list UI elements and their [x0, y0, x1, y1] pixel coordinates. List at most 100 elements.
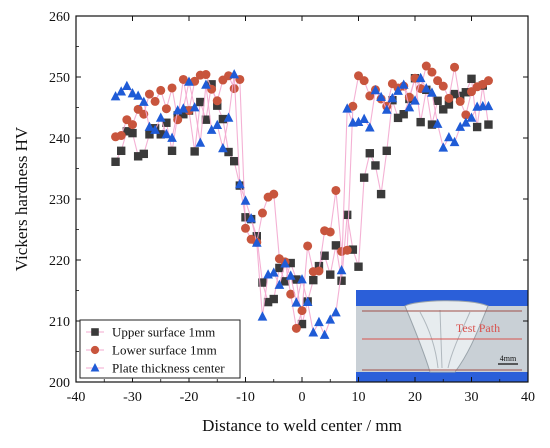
series-1-point	[427, 120, 437, 129]
series-1-point	[286, 258, 295, 268]
series-2-point	[178, 74, 188, 84]
x-tick-label: 40	[521, 390, 535, 405]
series-1-point	[359, 173, 369, 182]
series-2-point	[291, 323, 301, 333]
series-1-point	[326, 270, 335, 279]
series-1-point	[292, 275, 301, 284]
series-2-point	[444, 93, 454, 103]
series-3-point	[398, 79, 409, 89]
series-3-point	[302, 296, 313, 306]
series-3-point	[257, 311, 268, 321]
series-1-point	[314, 261, 324, 271]
series-layer	[110, 61, 494, 339]
series-2-point	[325, 227, 335, 237]
series-3-point	[364, 122, 375, 132]
series-1-point	[354, 262, 363, 271]
series-3-point	[155, 112, 166, 122]
series-3-point	[466, 112, 477, 122]
series-3-point	[319, 329, 330, 339]
series-1-point	[309, 275, 318, 285]
series-3-point	[138, 96, 149, 106]
series-3-point	[110, 91, 121, 101]
inset-plate-bottom	[356, 372, 528, 382]
series-1-point	[162, 118, 171, 127]
series-3-point	[218, 142, 228, 153]
series-2-point	[342, 245, 352, 255]
series-3-point	[376, 91, 386, 101]
series-1-point	[399, 110, 408, 119]
series-2-point	[427, 67, 437, 77]
series-2-point	[184, 106, 194, 116]
y-tick-label: 230	[49, 193, 70, 208]
legend-label: Lower surface 1mm	[112, 343, 217, 358]
series-3-point	[297, 274, 307, 284]
series-1-point	[382, 146, 391, 156]
y-tick-label: 240	[49, 132, 70, 147]
series-1-point	[263, 297, 273, 307]
series-3-point	[251, 237, 262, 247]
series-3-point	[212, 119, 223, 130]
series-1-point	[213, 101, 222, 110]
series-1-point	[156, 130, 165, 139]
series-1-point	[484, 120, 493, 129]
series-3-point	[314, 316, 324, 327]
series-2-point	[450, 62, 460, 72]
legend-label: Upper surface 1mm	[112, 325, 215, 340]
series-1-point	[179, 110, 188, 119]
series-1-point	[444, 100, 454, 109]
series-2-point	[257, 208, 267, 218]
x-tick-label: -40	[67, 390, 86, 405]
legend-marker	[90, 363, 100, 372]
series-3-point	[359, 113, 369, 123]
series-3-point	[274, 279, 285, 289]
legend-marker	[91, 328, 99, 336]
series-1-point	[275, 263, 284, 273]
legend-box	[79, 319, 241, 379]
series-1-point	[467, 74, 476, 84]
series-3-point	[387, 92, 398, 103]
y-tick-label: 210	[49, 315, 70, 330]
series-2-point	[331, 185, 341, 195]
series-1-point	[439, 105, 448, 114]
series-2-point	[269, 189, 279, 199]
series-1-point	[218, 114, 228, 124]
series-2-point	[128, 120, 137, 130]
series-1-point	[111, 157, 120, 166]
series-3-point	[195, 137, 206, 147]
series-3-point	[235, 178, 245, 189]
series-1-point	[269, 294, 278, 304]
series-2-point	[201, 70, 211, 80]
legend-items: Upper surface 1mm Lower surface 1mm Plate …	[86, 325, 225, 376]
series-3-point	[432, 118, 443, 128]
series-1-point	[280, 277, 290, 286]
series-2-point	[421, 61, 431, 71]
series-1-point	[461, 88, 471, 97]
series-1-point	[196, 97, 205, 107]
x-tick-label: -30	[123, 390, 142, 405]
series-3-point	[381, 104, 392, 114]
ticks-layer: -40 -30 -20 -10 0 10 20 30 40 200 210 220 230 240 250 2…	[49, 10, 535, 405]
series-1-point	[167, 146, 177, 156]
series-1-point	[133, 152, 143, 161]
series-3-point	[455, 121, 466, 131]
series-3-point	[223, 112, 234, 122]
series-2-point	[167, 83, 177, 93]
series-2-point	[461, 110, 471, 120]
x-tick-label: 20	[408, 390, 422, 405]
series-1-point	[224, 147, 233, 157]
series-2-point	[161, 104, 171, 114]
series-3-point	[410, 95, 420, 105]
series-1-point	[343, 210, 352, 220]
series-1-point	[258, 278, 267, 287]
series-2-point	[156, 85, 166, 95]
series-3-point	[167, 132, 177, 142]
series-1-point	[450, 89, 459, 99]
series-3-point	[308, 327, 319, 337]
series-3-point	[116, 86, 127, 96]
series-1-point	[371, 161, 380, 170]
series-1-point	[320, 251, 329, 260]
series-3-point	[461, 117, 471, 127]
series-3-point	[240, 195, 251, 205]
series-3-point	[206, 124, 217, 134]
series-3-point	[438, 142, 449, 152]
